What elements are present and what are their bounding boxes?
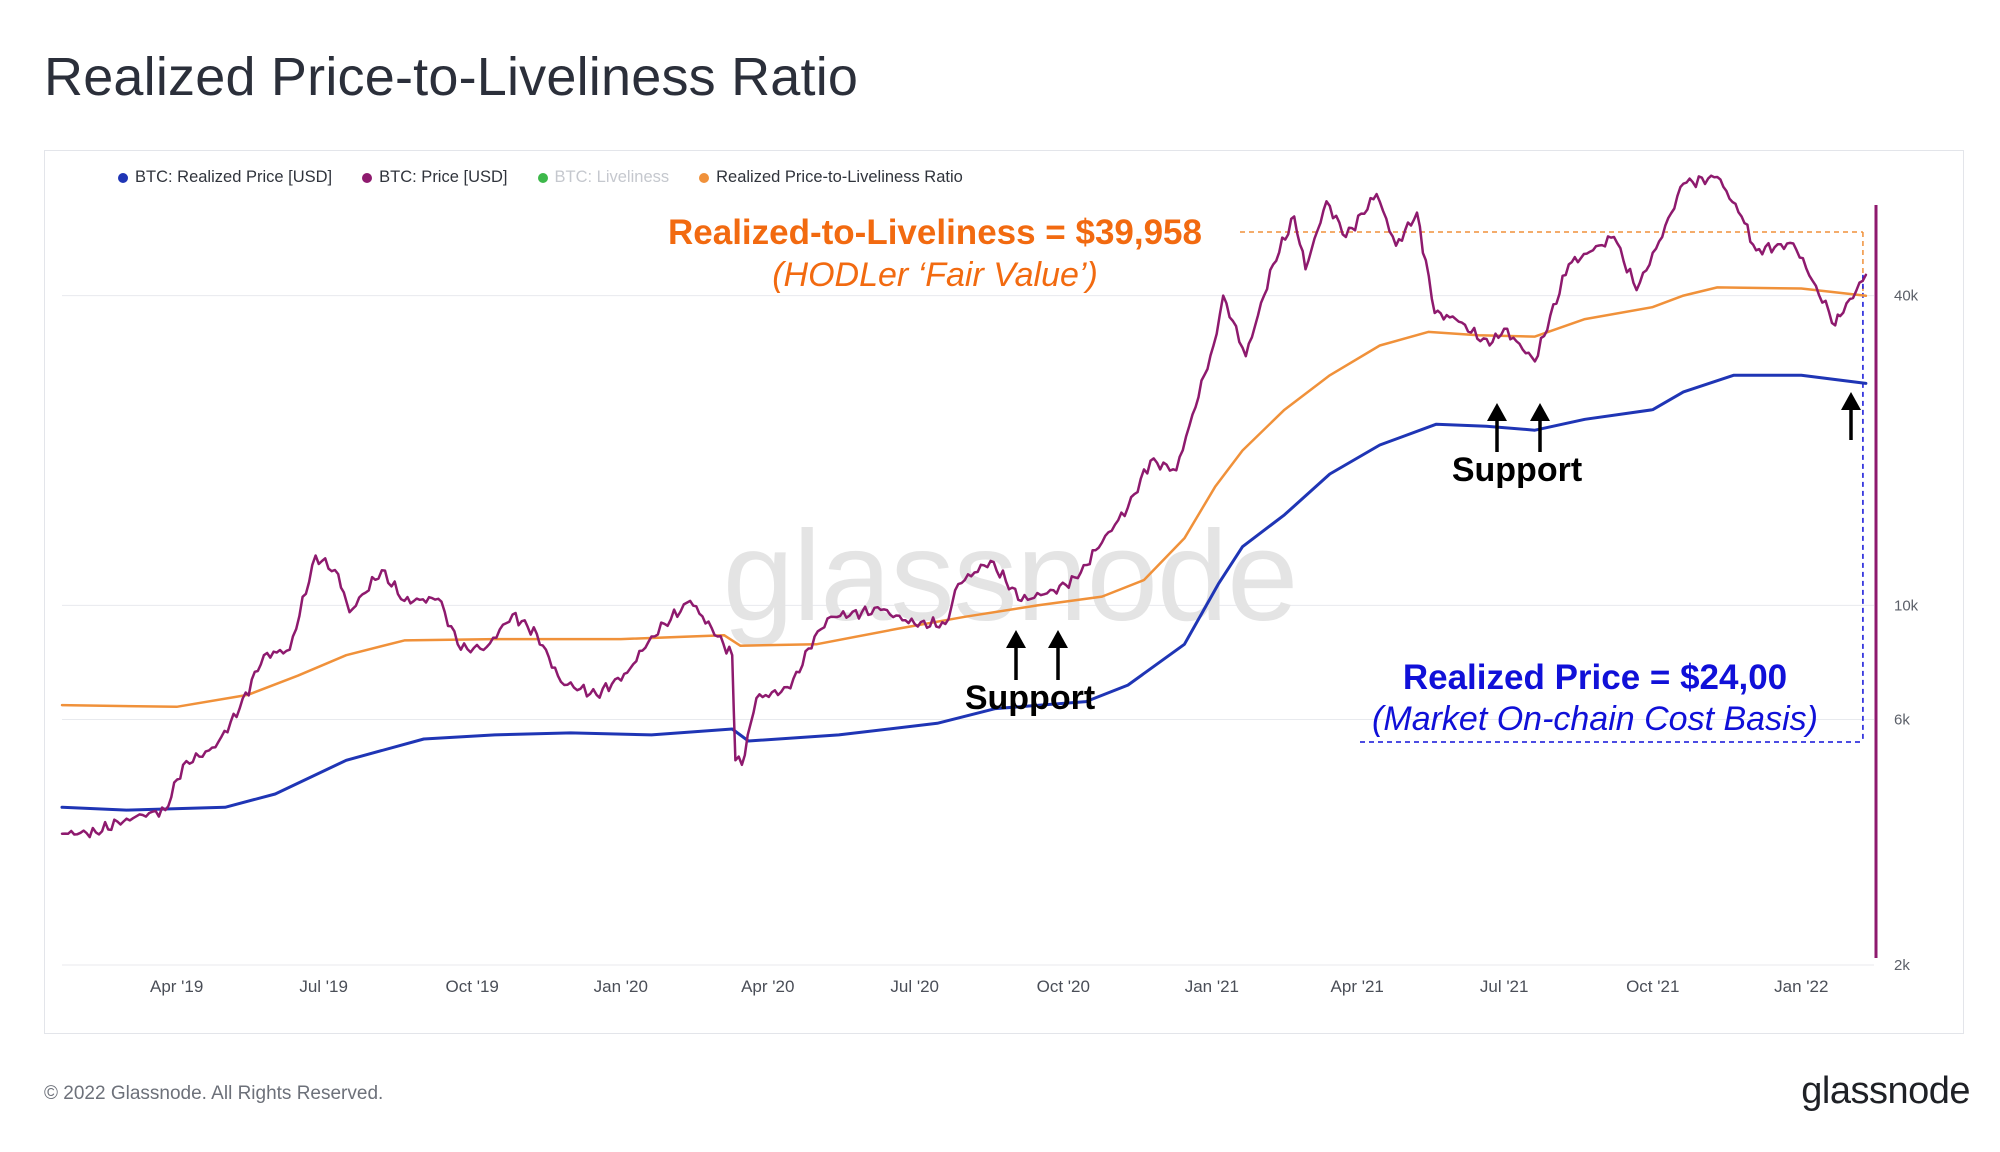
footer-copyright: © 2022 Glassnode. All Rights Reserved. bbox=[44, 1083, 384, 1104]
legend-item-liveliness[interactable]: BTC: Liveliness bbox=[537, 168, 670, 187]
footer-logo: glassnode bbox=[1801, 1070, 1970, 1112]
legend-dot-ratio bbox=[699, 172, 710, 183]
watermark: glassnode bbox=[723, 505, 1298, 648]
support-arrow-head-4 bbox=[1841, 392, 1861, 410]
support-label-1: Support bbox=[965, 679, 1095, 717]
legend-label-ratio: Realized Price-to-Liveliness Ratio bbox=[716, 168, 963, 186]
y-tick-label-1: 6k bbox=[1894, 712, 1910, 729]
support-arrow-head-3 bbox=[1530, 403, 1550, 421]
support-arrows bbox=[1006, 392, 1861, 680]
x-tick-label-4: Apr '20 bbox=[741, 977, 794, 996]
x-tick-label-7: Jan '21 bbox=[1185, 977, 1239, 996]
x-axis-ticks: Apr '19 Jul '19 Oct '19 Jan '20 Apr '20 Jul '… bbox=[150, 977, 1828, 996]
x-tick-label-1: Jul '19 bbox=[299, 977, 348, 996]
chart-frame bbox=[44, 150, 1964, 1034]
x-tick-label-8: Apr '21 bbox=[1331, 977, 1384, 996]
page-title: Realized Price-to-Liveliness Ratio bbox=[44, 47, 859, 107]
x-tick-label-6: Oct '20 bbox=[1037, 977, 1090, 996]
x-tick-label-0: Apr '19 bbox=[150, 977, 203, 996]
legend-label-price: BTC: Price [USD] bbox=[379, 168, 508, 186]
legend-item-realized-price[interactable]: BTC: Realized Price [USD] bbox=[118, 168, 332, 187]
series-lines bbox=[60, 174, 1868, 839]
support-arrow-head-0 bbox=[1006, 630, 1026, 648]
legend-label-liveliness: BTC: Liveliness bbox=[554, 168, 670, 186]
gridlines bbox=[62, 295, 1874, 966]
realized-price-subtitle: (Market On-chain Cost Basis) bbox=[1372, 700, 1818, 738]
series-line-realized-price bbox=[60, 373, 1868, 812]
y-tick-label-0: 2k bbox=[1894, 957, 1910, 974]
realized-price-title: Realized Price = $24,00 bbox=[1403, 658, 1787, 697]
realized-liveliness-subtitle: (HODLer ‘Fair Value’) bbox=[772, 256, 1098, 294]
support-arrow-head-2 bbox=[1487, 403, 1507, 421]
x-tick-label-11: Jan '22 bbox=[1774, 977, 1828, 996]
x-tick-label-5: Jul '20 bbox=[890, 977, 939, 996]
series-line-price bbox=[60, 174, 1868, 839]
legend-item-ratio[interactable]: Realized Price-to-Liveliness Ratio bbox=[699, 168, 963, 187]
realized-liveliness-title: Realized-to-Liveliness = $39,958 bbox=[668, 213, 1202, 252]
support-label-2: Support bbox=[1452, 451, 1582, 489]
y-axis-ticks: 2k 6k 10k 40k bbox=[1894, 288, 1919, 974]
series-line-ratio bbox=[60, 286, 1868, 709]
legend-label-realized-price: BTC: Realized Price [USD] bbox=[135, 168, 333, 186]
legend-dot-realized-price bbox=[118, 172, 128, 183]
legend-dot-liveliness bbox=[537, 172, 548, 183]
y-tick-label-3: 40k bbox=[1894, 288, 1919, 305]
legend-dot-price bbox=[362, 172, 373, 183]
y-tick-label-2: 10k bbox=[1894, 597, 1919, 614]
legend-item-price[interactable]: BTC: Price [USD] bbox=[362, 168, 508, 187]
annotation-lines bbox=[1240, 231, 1864, 743]
x-tick-label-10: Oct '21 bbox=[1626, 977, 1679, 996]
x-tick-label-2: Oct '19 bbox=[446, 977, 499, 996]
chart-legend: BTC: Realized Price [USD] BTC: Price [US… bbox=[118, 168, 963, 187]
x-tick-label-9: Jul '21 bbox=[1480, 977, 1529, 996]
x-tick-label-3: Jan '20 bbox=[594, 977, 648, 996]
support-arrow-head-1 bbox=[1048, 630, 1068, 648]
